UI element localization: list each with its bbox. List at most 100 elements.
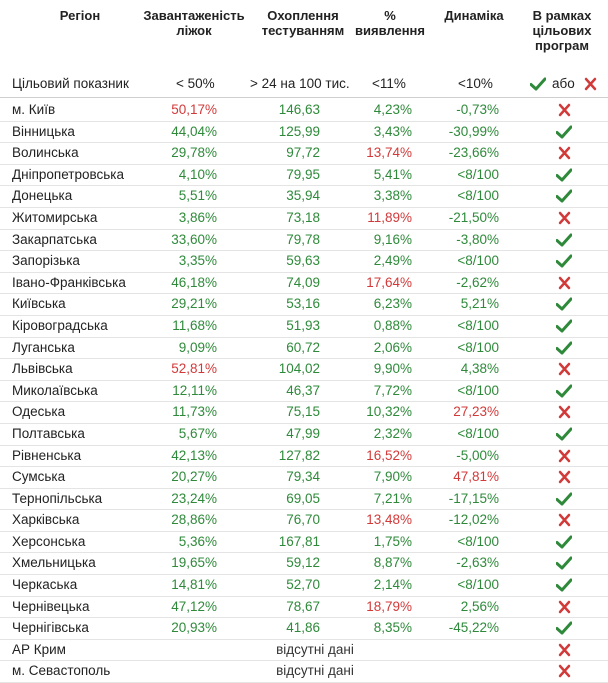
detection-value: 2,49% <box>373 253 412 269</box>
region-name: Полтавська <box>12 425 85 441</box>
dynamics-value: -5,00% <box>456 447 499 463</box>
dynamics-value: <8/100 <box>457 425 499 441</box>
occupancy-value: 14,81% <box>171 577 217 593</box>
occupancy-value: 4,10% <box>178 166 217 182</box>
detection-value: 3,38% <box>373 188 412 204</box>
coverage-value: 97,72 <box>286 145 320 161</box>
region-name: Миколаївська <box>12 382 98 398</box>
table-row: Закарпатська 33,60% 79,78 9,16% -3,80% <box>0 230 608 252</box>
region-name: Волинська <box>12 145 79 161</box>
check-icon <box>555 535 573 549</box>
header-detection: % виявлення <box>355 8 425 38</box>
coverage-value: 78,67 <box>286 598 320 614</box>
detection-value: 17,64% <box>366 274 412 290</box>
region-name: Черкаська <box>12 577 78 593</box>
cross-icon <box>558 405 574 419</box>
occupancy-value: 11,68% <box>172 317 217 333</box>
region-name: Івано-Франківська <box>12 274 126 290</box>
occupancy-value: 52,81% <box>171 361 217 377</box>
detection-value: 0,88% <box>373 317 412 333</box>
table-row: Херсонська 5,36% 167,81 1,75% <8/100 <box>0 532 608 554</box>
occupancy-value: 3,86% <box>178 209 217 225</box>
region-name: Кіровоградська <box>12 317 108 333</box>
region-name: Чернівецька <box>12 598 90 614</box>
occupancy-value: 29,78% <box>171 145 217 161</box>
table-row: Запорізька 3,35% 59,63 2,49% <8/100 <box>0 251 608 273</box>
dynamics-value: -3,80% <box>456 231 499 247</box>
cross-icon <box>558 664 574 678</box>
table-row: Дніпропетровська 4,10% 79,95 5,41% <8/100 <box>0 165 608 187</box>
check-icon <box>529 77 547 94</box>
region-name: Запорізька <box>12 253 80 269</box>
check-icon <box>555 233 573 247</box>
check-icon <box>555 125 573 139</box>
table-row: Кіровоградська 11,68% 51,93 0,88% <8/100 <box>0 316 608 338</box>
dynamics-value: <8/100 <box>457 188 499 204</box>
coverage-value: 73,18 <box>286 209 320 225</box>
coverage-value: 41,86 <box>286 620 320 636</box>
header-coverage: Охоплення тестуванням <box>261 8 345 38</box>
table-header: Регіон Завантаженість ліжок Охоплення те… <box>0 0 608 70</box>
dynamics-value: -23,66% <box>448 145 499 161</box>
target-label: Цільовий показник <box>12 76 129 91</box>
cross-icon <box>558 103 574 117</box>
occupancy-value: 23,24% <box>171 490 217 506</box>
region-name: м. Севастополь <box>12 663 111 679</box>
dynamics-value: <8/100 <box>457 382 499 398</box>
check-icon <box>555 189 573 203</box>
missing-data-label: відсутні дані <box>276 663 354 679</box>
cross-icon <box>558 146 574 160</box>
header-occupancy: Завантаженість ліжок <box>143 8 245 38</box>
dynamics-value: <8/100 <box>457 533 499 549</box>
dynamics-value: -0,73% <box>456 102 499 117</box>
detection-value: 10,32% <box>366 404 412 420</box>
dynamics-value: -2,62% <box>456 274 499 290</box>
coverage-value: 79,34 <box>286 469 320 485</box>
occupancy-value: 44,04% <box>171 123 217 139</box>
region-name: Житомирська <box>12 209 98 225</box>
check-icon <box>555 492 573 506</box>
occupancy-value: 50,17% <box>171 102 217 117</box>
detection-value: 16,52% <box>366 447 412 463</box>
detection-value: 8,35% <box>373 620 412 636</box>
region-name: Харківська <box>12 512 80 528</box>
detection-value: 7,90% <box>373 469 412 485</box>
region-name: Львівська <box>12 361 73 377</box>
table-row: м. Київ 50,17% 146,63 4,23% -0,73% <box>0 100 608 122</box>
target-occupancy: < 50% <box>176 76 215 91</box>
detection-value: 11,89% <box>367 209 412 225</box>
coverage-value: 127,82 <box>278 447 320 463</box>
table-row: Чернігівська 20,93% 41,86 8,35% -45,22% <box>0 618 608 640</box>
coverage-value: 52,70 <box>286 577 320 593</box>
detection-value: 3,43% <box>373 123 412 139</box>
dynamics-value: -45,22% <box>448 620 499 636</box>
cross-icon <box>558 643 574 657</box>
region-name: Рівненська <box>12 447 82 463</box>
target-detection: <11% <box>372 76 406 91</box>
check-icon <box>555 319 573 333</box>
table-row: Луганська 9,09% 60,72 2,06% <8/100 <box>0 338 608 360</box>
table-row: Сумська 20,27% 79,34 7,90% 47,81% <box>0 467 608 489</box>
occupancy-value: 42,13% <box>171 447 217 463</box>
detection-value: 18,79% <box>366 598 412 614</box>
table-row: Івано-Франківська 46,18% 74,09 17,64% -2,62% <box>0 273 608 295</box>
detection-value: 2,06% <box>373 339 412 355</box>
dynamics-value: <8/100 <box>457 166 499 182</box>
occupancy-value: 5,51% <box>178 188 217 204</box>
dynamics-value: <8/100 <box>457 317 499 333</box>
occupancy-value: 33,60% <box>171 231 217 247</box>
cross-icon <box>558 362 574 376</box>
occupancy-value: 46,18% <box>171 274 217 290</box>
region-name: Київська <box>12 296 66 312</box>
check-icon <box>555 341 573 355</box>
table-row: Миколаївська 12,11% 46,37 7,72% <8/100 <box>0 381 608 403</box>
table-row: Рівненська 42,13% 127,82 16,52% -5,00% <box>0 446 608 468</box>
cross-icon <box>558 600 574 614</box>
header-dynamics: Динаміка <box>444 8 504 23</box>
region-name: м. Київ <box>12 102 56 117</box>
check-icon <box>555 297 573 311</box>
table-row: Житомирська 3,86% 73,18 11,89% -21,50% <box>0 208 608 230</box>
table-row: Хмельницька 19,65% 59,12 8,87% -2,63% <box>0 553 608 576</box>
coverage-value: 46,37 <box>286 382 320 398</box>
dynamics-value: -30,99% <box>448 123 499 139</box>
